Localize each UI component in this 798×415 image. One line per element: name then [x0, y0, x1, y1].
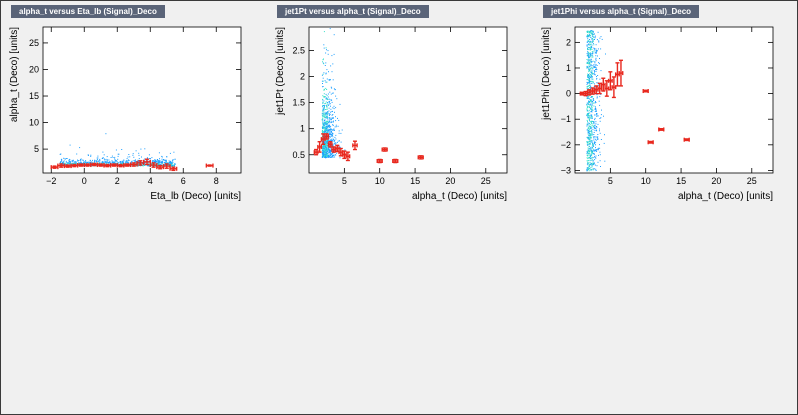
y-axis-title: jet1Phi (Deco) [units]	[541, 27, 552, 121]
y-tick-label: −2	[561, 140, 571, 150]
x-tick-label: 5	[342, 176, 347, 186]
y-tick-label: 0	[566, 89, 571, 99]
y-tick-label: 25	[29, 38, 39, 48]
y-tick-label: 1	[566, 63, 571, 73]
profile-point	[327, 141, 333, 148]
profile-point	[618, 59, 624, 87]
profile-point	[642, 89, 649, 94]
y-tick-label: 1.5	[292, 98, 305, 108]
x-tick-label: 25	[481, 176, 491, 186]
profile-point	[205, 163, 214, 168]
profile-point	[324, 133, 330, 140]
profile-point	[417, 155, 424, 160]
profile-point	[345, 151, 351, 162]
panel-3: jet1Phi versus alpha_t (Signal)_Deco 5 10…	[533, 1, 798, 211]
y-tick-label: −1	[561, 114, 571, 124]
x-tick-label: 8	[214, 176, 219, 186]
x-tick-label: 15	[676, 176, 686, 186]
y-tick-label: 2	[566, 37, 571, 47]
x-tick-label: 10	[641, 176, 651, 186]
y-tick-label: 0.5	[292, 150, 305, 160]
profile-point	[169, 166, 178, 172]
y-tick-label: 15	[29, 91, 39, 101]
y-tick-label: 2	[300, 72, 305, 82]
plot-frame	[42, 26, 242, 174]
plot-frame	[574, 26, 774, 174]
chart-svg: −2 0 2 4 6 8 5 10 15 20 25 Eta_lb (Deco) [units] alp…	[9, 26, 242, 202]
plot-area	[575, 27, 773, 173]
y-tick-label: −3	[561, 165, 571, 175]
profile-point	[381, 147, 388, 152]
y-tick-label: 1	[300, 124, 305, 134]
chart-svg: 5 10 15 20 25 0.5 1 1.5 2 2.5 alpha_t (Deco) [unit…	[275, 26, 508, 202]
y-tick-label: 10	[29, 118, 39, 128]
profile-point	[658, 127, 665, 132]
profile-point	[317, 141, 323, 153]
chart-title: jet1Pt versus alpha_t (Signal)_Deco	[277, 5, 429, 18]
x-tick-label: 20	[711, 176, 721, 186]
panel-1: alpha_t versus Eta_lb (Signal)_Deco −2 0 2…	[1, 1, 267, 211]
x-axis-title: Eta_lb (Deco) [units]	[150, 191, 241, 202]
x-tick-label: 10	[375, 176, 385, 186]
profile-point	[607, 71, 613, 91]
profile-point	[352, 140, 358, 151]
profile-point	[129, 162, 138, 167]
panel-2: jet1Pt versus alpha_t (Signal)_Deco 5 10 1…	[267, 1, 533, 211]
x-tick-label: 20	[445, 176, 455, 186]
y-axis-title: jet1Pt (Deco) [units]	[275, 27, 286, 116]
x-tick-label: 2	[115, 176, 120, 186]
profile-point	[647, 140, 654, 145]
x-axis-title: alpha_t (Deco) [units]	[678, 191, 773, 202]
x-tick-label: 15	[410, 176, 420, 186]
profile-point	[683, 137, 690, 142]
profile-point	[600, 77, 606, 92]
y-tick-label: 2.5	[292, 45, 305, 55]
profile-point	[604, 80, 610, 97]
plot-frame	[308, 26, 508, 174]
profile-point	[149, 162, 158, 168]
profile-point	[136, 160, 145, 166]
x-tick-label: 25	[747, 176, 757, 186]
y-tick-label: 5	[34, 144, 39, 154]
x-axis-title: alpha_t (Deco) [units]	[412, 191, 507, 202]
x-tick-label: −2	[46, 176, 56, 186]
chart-title: jet1Phi versus alpha_t (Signal)_Deco	[543, 5, 700, 18]
x-tick-label: 4	[148, 176, 153, 186]
profile-point	[597, 82, 603, 95]
profile-point	[76, 163, 85, 168]
plot-area	[43, 27, 241, 173]
profile-point	[392, 158, 399, 164]
chart-title: alpha_t versus Eta_lb (Signal)_Deco	[11, 5, 165, 18]
y-tick-label: 20	[29, 64, 39, 74]
chart-svg: 5 10 15 20 25 −3 −2 −1 0 1 2 alpha_t (Deco) [units]…	[541, 26, 774, 202]
x-tick-label: 5	[608, 176, 613, 186]
profile-point	[50, 165, 59, 170]
profile-point	[376, 158, 383, 164]
profile-point	[313, 148, 319, 156]
x-tick-label: 0	[82, 176, 87, 186]
x-tick-label: 6	[181, 176, 186, 186]
profile-point	[611, 76, 617, 99]
profile-point	[162, 163, 171, 169]
y-axis-title: alpha_t (Deco) [units]	[9, 27, 20, 122]
